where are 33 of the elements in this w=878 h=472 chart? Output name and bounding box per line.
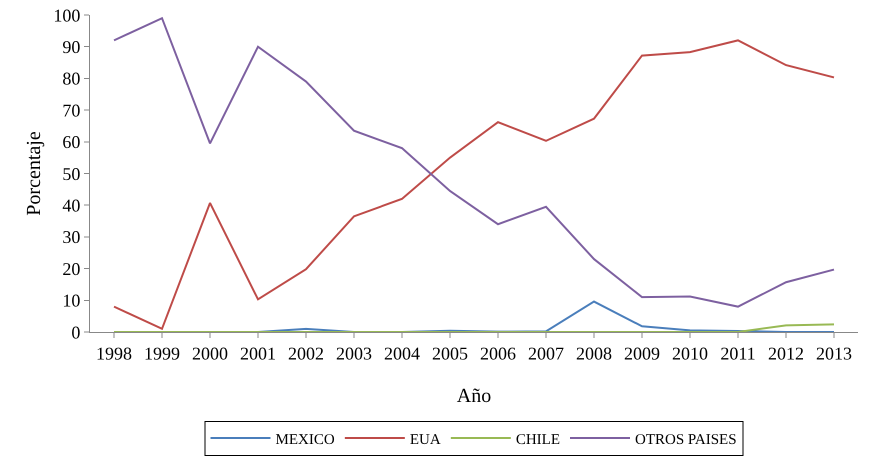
x-tick-label: 2010 [672, 344, 708, 364]
x-tick-label: 2011 [720, 344, 756, 364]
x-tick-label: 1999 [144, 344, 180, 364]
x-tick-label: 2005 [432, 344, 468, 364]
x-tick-label: 2013 [816, 344, 852, 364]
legend-label: CHILE [516, 432, 560, 448]
y-tick-label: 60 [62, 132, 80, 152]
y-tick-label: 10 [62, 290, 80, 311]
x-tick-label: 2001 [240, 344, 276, 364]
x-tick-label: 2007 [528, 344, 564, 364]
y-tick-label: 0 [71, 322, 80, 342]
y-tick-label: 20 [62, 258, 80, 279]
y-tick-label: 40 [62, 196, 80, 216]
y-axis-title: Porcentaje [23, 131, 45, 216]
y-tick-label: 50 [62, 164, 80, 184]
x-tick-label: 2006 [480, 344, 516, 364]
x-tick-label: 2000 [192, 344, 228, 364]
y-tick-label: 90 [62, 37, 80, 57]
x-tick-label: 2009 [624, 344, 660, 364]
x-tick-label: 2003 [336, 344, 372, 364]
x-tick-label: 2012 [768, 344, 804, 364]
y-tick-label: 80 [62, 68, 80, 89]
legend-label: OTROS PAISES [635, 432, 737, 448]
y-tick-label: 30 [62, 227, 80, 248]
legend-label: EUA [410, 432, 441, 448]
x-tick-label: 1998 [96, 344, 132, 364]
y-tick-label: 100 [53, 5, 80, 26]
x-tick-label: 2004 [384, 344, 420, 364]
x-axis-title: Año [456, 385, 492, 407]
legend-label: MEXICO [276, 432, 335, 448]
y-tick-label: 70 [62, 100, 80, 120]
x-tick-label: 2002 [288, 344, 324, 364]
x-tick-label: 2008 [576, 344, 612, 364]
